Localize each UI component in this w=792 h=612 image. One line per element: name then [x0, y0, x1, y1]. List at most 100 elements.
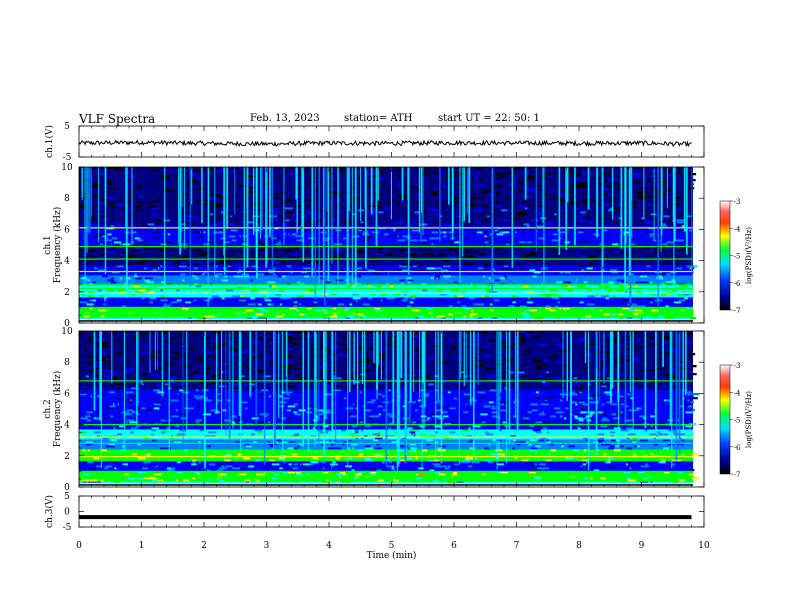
spectral-speckle [232, 387, 240, 390]
spectral-speckle [465, 251, 470, 254]
spectral-speckle [600, 283, 607, 286]
spectral-speckle [205, 415, 214, 418]
spectral-speckle [547, 223, 552, 226]
spectral-speckle [268, 443, 277, 446]
spectral-speckle [342, 443, 345, 446]
spectral-speckle [631, 303, 637, 306]
spectral-speckle [203, 299, 210, 302]
spectral-speckle [440, 207, 443, 210]
spectral-speckle [567, 191, 573, 194]
spectral-speckle [224, 275, 228, 278]
spectral-speckle [560, 189, 563, 192]
spectral-speckle [684, 297, 688, 300]
spectral-speckle [606, 385, 613, 388]
spectral-speckle [216, 305, 224, 308]
spectral-speckle [199, 179, 202, 182]
spectral-speckle [543, 397, 549, 400]
spectral-speckle [686, 277, 691, 280]
spectral-speckle [381, 183, 386, 186]
spectral-speckle [530, 219, 537, 222]
spectral-speckle [135, 267, 141, 270]
sferic-streak [104, 167, 107, 274]
spectral-speckle [636, 233, 644, 236]
spectral-speckle [367, 401, 375, 404]
spectral-speckle [341, 193, 346, 196]
spectral-band [79, 255, 693, 258]
spectral-speckle [186, 203, 190, 206]
spectral-speckle [423, 299, 431, 302]
spectral-speckle [401, 211, 406, 214]
spectral-speckle [117, 387, 125, 390]
spectral-speckle [678, 459, 682, 462]
spectral-speckle [238, 171, 246, 174]
spectral-band [79, 205, 693, 208]
spectral-speckle [353, 419, 360, 422]
spectral-speckle [373, 463, 378, 466]
spectral-speckle [407, 305, 411, 308]
spectral-speckle [635, 291, 644, 294]
spectral-speckle [660, 307, 664, 310]
spectral-speckle [357, 313, 364, 316]
spectral-speckle [298, 443, 303, 446]
spectral-speckle [556, 411, 564, 414]
spectral-speckle [629, 305, 637, 308]
spectral-speckle [504, 241, 511, 244]
spectral-speckle [562, 281, 571, 284]
spectral-speckle [120, 217, 124, 220]
spectral-speckle [533, 271, 541, 274]
spectral-speckle [167, 233, 171, 236]
spectral-speckle [672, 463, 676, 466]
spectral-speckle [414, 409, 419, 412]
sferic-streak [596, 167, 599, 238]
spectral-speckle [215, 265, 218, 268]
spectral-speckle [590, 477, 593, 480]
spectral-speckle [356, 231, 364, 234]
spectral-speckle [124, 473, 130, 476]
spectral-speckle [503, 265, 509, 268]
spectral-speckle [399, 265, 408, 268]
spectral-speckle [512, 439, 517, 442]
spectral-speckle [537, 167, 544, 170]
spectral-speckle [365, 385, 369, 388]
spectral-speckle [650, 213, 657, 216]
spectral-speckle [444, 437, 451, 440]
spectral-speckle [144, 279, 150, 282]
spectral-speckle [108, 445, 115, 448]
spectral-speckle [421, 253, 430, 256]
spectral-speckle [250, 431, 258, 434]
spectral-speckle [282, 453, 285, 456]
spectral-speckle [113, 221, 118, 224]
spectral-speckle [359, 185, 364, 188]
spectral-speckle [281, 191, 286, 194]
spectral-speckle [550, 479, 559, 482]
spectral-speckle [621, 255, 625, 258]
spectral-speckle [532, 275, 537, 278]
spectral-speckle [583, 281, 588, 284]
sferic-streak [98, 167, 99, 243]
spectral-speckle [600, 295, 609, 298]
spectral-speckle [245, 481, 249, 484]
spectral-speckle [652, 427, 656, 430]
spectral-speckle [329, 191, 337, 194]
spectral-speckle [639, 225, 647, 228]
spectral-speckle [322, 481, 328, 484]
spectral-speckle [153, 407, 160, 410]
spectral-speckle [364, 431, 373, 434]
spectral-speckle [198, 253, 205, 256]
spectral-speckle [657, 393, 662, 396]
sferic-streak [311, 167, 314, 276]
spectral-speckle [96, 409, 100, 412]
spectral-speckle [641, 217, 644, 220]
spectral-band [79, 281, 693, 284]
spectral-speckle [193, 267, 198, 270]
spectral-speckle [463, 411, 469, 414]
spectral-speckle [477, 295, 482, 298]
spectral-speckle [428, 459, 434, 462]
spectral-speckle [431, 243, 434, 246]
spectral-speckle [394, 469, 402, 472]
spectral-speckle [434, 277, 437, 280]
spectral-speckle [355, 385, 361, 388]
spectral-speckle [312, 427, 316, 430]
spectral-speckle [128, 477, 136, 480]
spectral-speckle [283, 435, 288, 438]
